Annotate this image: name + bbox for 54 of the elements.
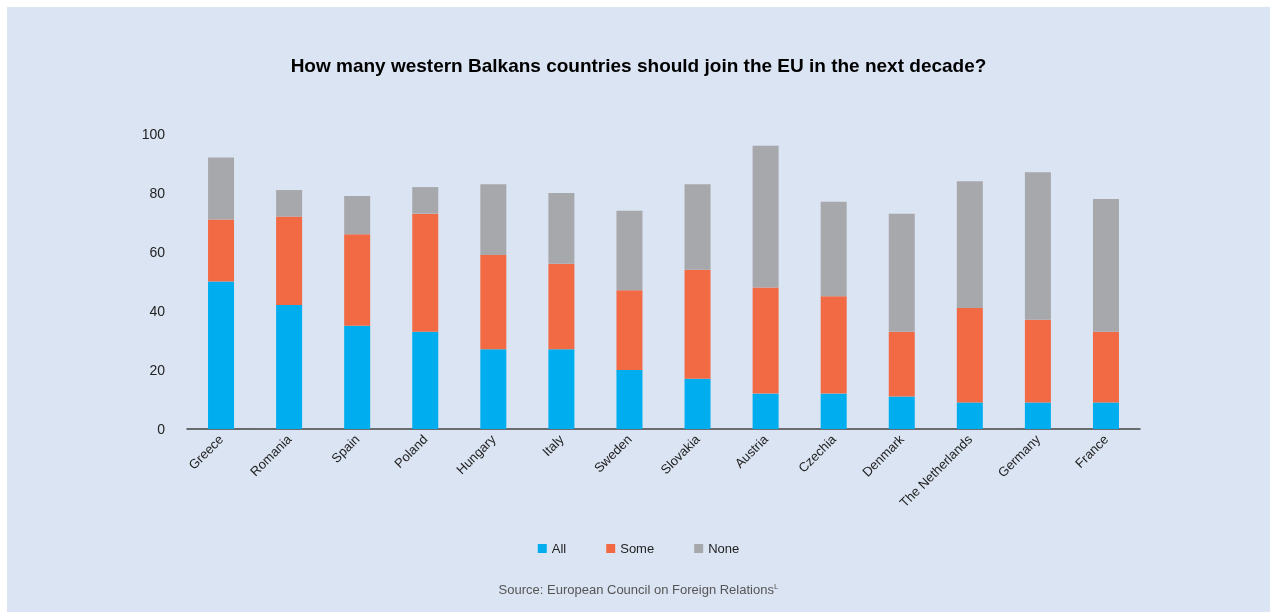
bar xyxy=(208,281,235,429)
bar xyxy=(820,201,847,297)
bar xyxy=(412,187,439,214)
bar xyxy=(548,349,575,429)
y-tick-label: 80 xyxy=(149,185,166,201)
bar xyxy=(616,370,643,429)
bar xyxy=(344,325,371,429)
chart-title: How many western Balkans countries should join the EU in the next decade? xyxy=(290,55,987,76)
bar xyxy=(276,190,303,217)
bar xyxy=(820,393,847,429)
bar xyxy=(684,269,711,379)
bar xyxy=(1092,402,1119,429)
bar xyxy=(888,396,915,429)
bar xyxy=(684,378,711,429)
bar xyxy=(752,145,779,288)
bar xyxy=(956,308,983,403)
bar xyxy=(616,210,643,291)
legend-label: Some xyxy=(620,541,655,556)
bar xyxy=(1092,198,1119,332)
bar xyxy=(208,157,235,220)
x-tick-label: Italy xyxy=(539,431,568,460)
bar xyxy=(956,181,983,309)
legend-label: None xyxy=(708,541,740,556)
y-tick-label: 100 xyxy=(141,126,166,142)
bar xyxy=(888,213,915,332)
bar xyxy=(1024,402,1051,429)
bar xyxy=(752,287,779,394)
y-tick-label: 20 xyxy=(149,362,166,378)
bar xyxy=(1024,172,1051,320)
bar xyxy=(480,349,507,429)
bar xyxy=(276,305,303,429)
bar xyxy=(344,195,371,235)
bar xyxy=(888,331,915,397)
bar xyxy=(820,296,847,394)
y-tick-label: 60 xyxy=(149,244,166,260)
legend-label: All xyxy=(551,541,567,556)
bar xyxy=(412,331,439,429)
bar xyxy=(344,234,371,326)
bar xyxy=(1092,331,1119,403)
bar xyxy=(208,219,235,282)
y-tick-label: 40 xyxy=(149,303,166,319)
y-tick-label: 0 xyxy=(157,421,166,437)
bar xyxy=(1024,319,1051,403)
source-note: Source: European Council on Foreign Relations$^{L}$ xyxy=(497,582,780,598)
bar xyxy=(276,216,303,306)
bar xyxy=(956,402,983,429)
bar xyxy=(616,290,643,370)
bar xyxy=(412,213,439,332)
bar xyxy=(548,263,575,350)
bar xyxy=(548,193,575,264)
bar xyxy=(480,254,507,350)
bar xyxy=(752,393,779,429)
bar xyxy=(480,184,507,255)
bar xyxy=(684,184,711,270)
